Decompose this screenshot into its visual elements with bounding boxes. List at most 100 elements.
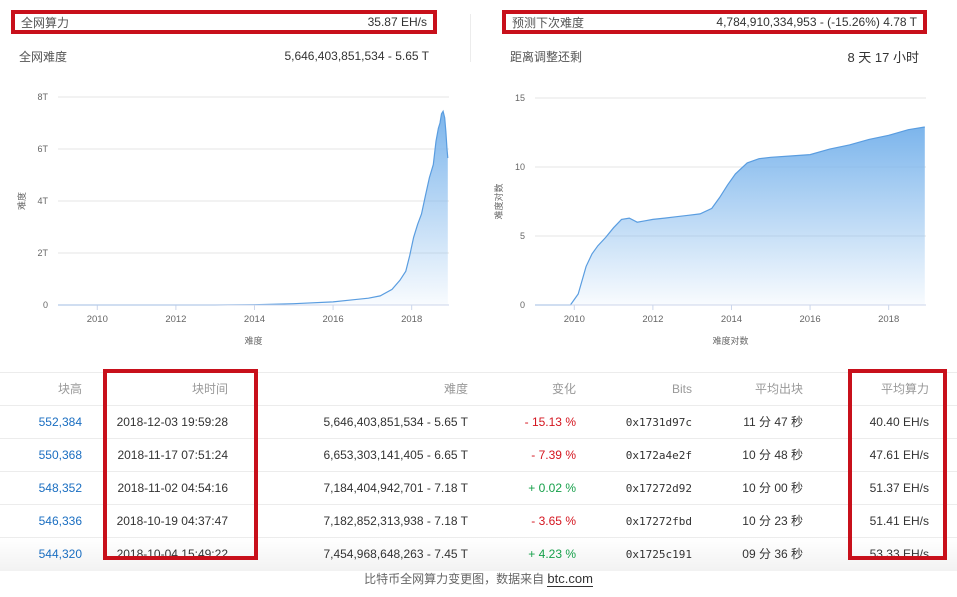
block-height-cell: 546,336: [0, 505, 82, 538]
block-height-link[interactable]: 546,336: [38, 514, 82, 528]
avg-hashrate-cell: 47.61 EH/s: [869, 448, 929, 462]
block-time-cell: 2018-11-17 07:51:24: [117, 448, 228, 462]
difficulty-cell: 7,454,968,648,263 - 7.45 T: [323, 547, 468, 561]
x-tick-label: 2018: [878, 314, 899, 325]
block-time-cell: 2018-10-04 15:49:22: [116, 547, 228, 561]
table-row: 544,320 2018-10-04 15:49:22 7,454,968,648,…: [0, 538, 957, 571]
y-tick-label: 4T: [37, 196, 48, 206]
x-tick-label: 2012: [642, 314, 663, 325]
header-height[interactable]: 块高: [57, 382, 82, 396]
x-tick-label: 2014: [244, 314, 265, 325]
avg-hashrate-cell: 40.40 EH/s: [869, 415, 929, 429]
change-cell: - 3.65 %: [531, 514, 576, 528]
change-cell: - 15.13 %: [524, 415, 576, 429]
x-tick-label: 2014: [721, 314, 742, 325]
x-axis-label: 难度对数: [712, 335, 748, 346]
avg-block-time-cell: 10 分 23 秒: [742, 514, 803, 528]
avg-block-time-cell: 11 分 47 秒: [743, 415, 803, 429]
y-tick-label: 2T: [37, 248, 48, 258]
predicted-difficulty-label: 预测下次难度: [512, 15, 585, 30]
table-row: 546,336 2018-10-19 04:37:47 7,182,852,313,…: [0, 505, 957, 538]
bits-cell: 0x17272fbd: [625, 515, 692, 528]
y-tick-label: 6T: [37, 144, 48, 154]
hashrate-label: 全网算力: [21, 15, 70, 30]
table-row: 550,368 2018-11-17 07:51:24 6,653,303,141,…: [0, 439, 957, 472]
bits-cell: 0x172a4e2f: [625, 449, 692, 462]
y-tick-label: 5: [520, 231, 525, 241]
time-remaining-stat: 距离调整还剩 8 天 17 小时: [502, 44, 927, 68]
y-tick-label: 15: [515, 93, 525, 103]
avg-hashrate-cell: 51.41 EH/s: [869, 514, 929, 528]
y-tick-label: 8T: [37, 92, 48, 102]
block-time-cell: 2018-10-19 04:37:47: [116, 514, 228, 528]
area-series-line: [535, 126, 925, 306]
y-axis-label: 难度: [16, 192, 27, 210]
source-link[interactable]: btc.com: [547, 571, 593, 587]
bits-cell: 0x1725c191: [625, 548, 692, 561]
header-time[interactable]: 块时间: [191, 382, 228, 396]
difficulty-label: 全网难度: [19, 49, 68, 64]
footer-text: 比特币全网算力变更图，数据来自: [364, 572, 545, 586]
avg-block-time-cell: 09 分 36 秒: [742, 547, 803, 561]
block-height-link[interactable]: 550,368: [38, 448, 82, 462]
predicted-difficulty-value: 4,784,910,334,953 - (-15.26%) 4.78 T: [716, 15, 917, 29]
change-cell: + 4.23 %: [528, 547, 576, 561]
difficulty-cell: 7,182,852,313,938 - 7.18 T: [323, 514, 468, 528]
area-series-fill: [535, 127, 925, 305]
y-tick-label: 10: [515, 162, 525, 172]
stats-divider: [470, 14, 471, 62]
x-tick-label: 2016: [323, 314, 344, 325]
hashrate-stat: 全网算力 35.87 EH/s: [11, 10, 437, 34]
predicted-difficulty-stat: 预测下次难度 4,784,910,334,953 - (-15.26%) 4.7…: [502, 10, 927, 34]
x-tick-label: 2018: [401, 314, 422, 325]
time-remaining-label: 距离调整还剩: [510, 49, 583, 64]
bits-cell: 0x17272d92: [625, 482, 692, 495]
block-height-cell: 544,320: [0, 538, 82, 571]
block-height-link[interactable]: 544,320: [38, 547, 82, 561]
block-height-link[interactable]: 548,352: [38, 481, 82, 495]
header-avg-block-time[interactable]: 平均出块: [754, 382, 803, 396]
difficulty-cell: 5,646,403,851,534 - 5.65 T: [323, 415, 468, 429]
x-tick-label: 2010: [87, 314, 108, 325]
bits-cell: 0x1731d97c: [625, 416, 692, 429]
change-cell: - 7.39 %: [531, 448, 576, 462]
header-difficulty[interactable]: 难度: [443, 382, 468, 396]
x-axis-label: 难度: [244, 335, 262, 346]
avg-hashrate-cell: 53.33 EH/s: [869, 547, 929, 561]
table-header: 块高 块时间 难度 变化 Bits 平均出块 平均算力: [0, 373, 957, 406]
y-tick-label: 0: [520, 300, 525, 310]
x-tick-label: 2012: [165, 314, 186, 325]
y-tick-label: 0: [43, 300, 48, 310]
block-height-cell: 548,352: [0, 472, 82, 505]
hashrate-value: 35.87 EH/s: [367, 15, 427, 29]
table-body: 552,384 2018-12-03 19:59:28 5,646,403,851,…: [0, 406, 957, 571]
change-cell: + 0.02 %: [528, 481, 576, 495]
x-tick-label: 2010: [564, 314, 585, 325]
avg-hashrate-cell: 51.37 EH/s: [869, 481, 929, 495]
block-height-cell: 550,368: [0, 439, 82, 472]
time-remaining-value: 8 天 17 小时: [847, 49, 919, 65]
block-time-cell: 2018-11-02 04:54:16: [117, 481, 228, 495]
difficulty-stat: 全网难度 5,646,403,851,534 - 5.65 T: [11, 44, 437, 68]
difficulty-value: 5,646,403,851,534 - 5.65 T: [284, 49, 429, 63]
avg-block-time-cell: 10 分 48 秒: [742, 448, 803, 462]
avg-block-time-cell: 10 分 00 秒: [742, 481, 803, 495]
header-bits[interactable]: Bits: [671, 382, 692, 396]
difficulty-table: 块高 块时间 难度 变化 Bits 平均出块 平均算力 552,384 2018-…: [0, 372, 957, 571]
block-height-cell: 552,384: [0, 406, 82, 439]
area-series-line: [58, 109, 449, 306]
table-row: 552,384 2018-12-03 19:59:28 5,646,403,851,…: [0, 406, 957, 439]
y-axis-label: 难度对数: [493, 183, 504, 219]
area-series-fill: [58, 111, 448, 305]
header-avg-hashrate[interactable]: 平均算力: [880, 382, 929, 396]
x-tick-label: 2016: [800, 314, 821, 325]
difficulty-cell: 6,653,303,141,405 - 6.65 T: [323, 448, 468, 462]
difficulty-cell: 7,184,404,942,701 - 7.18 T: [323, 481, 468, 495]
footer-caption: 比特币全网算力变更图，数据来自 btc.com: [0, 570, 957, 587]
header-change[interactable]: 变化: [551, 382, 576, 396]
block-height-link[interactable]: 552,384: [38, 415, 82, 429]
table-row: 548,352 2018-11-02 04:54:16 7,184,404,942,…: [0, 472, 957, 505]
block-time-cell: 2018-12-03 19:59:28: [116, 415, 228, 429]
